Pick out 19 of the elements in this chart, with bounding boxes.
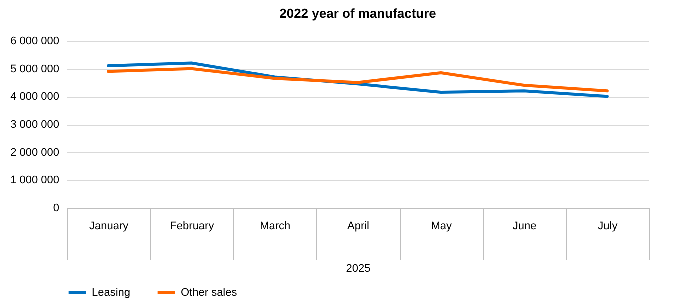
x-tick-label: April: [347, 220, 370, 232]
y-tick-label: 3 000 000: [10, 119, 60, 131]
y-tick-label: 6 000 000: [10, 36, 60, 48]
y-tick-label: 4 000 000: [10, 91, 60, 104]
legend-label: Other sales: [181, 286, 238, 299]
x-tick-label: March: [260, 220, 291, 232]
x-tick-label: June: [512, 220, 537, 232]
x-tick-label: February: [170, 220, 215, 232]
legend-label: Leasing: [92, 286, 131, 299]
x-tick-label: January: [90, 220, 130, 232]
x-axis-title: 2025: [346, 263, 371, 275]
x-tick-label: July: [598, 220, 618, 232]
y-tick-label: 5 000 000: [10, 63, 60, 76]
x-tick-label: May: [431, 220, 453, 232]
chart-title: 2022 year of manufacture: [280, 6, 436, 21]
y-tick-label: 1 000 000: [10, 174, 60, 187]
line-series: [107, 67, 609, 93]
y-tick-label: 0: [53, 202, 60, 214]
y-tick-label: 2 000 000: [10, 146, 60, 159]
